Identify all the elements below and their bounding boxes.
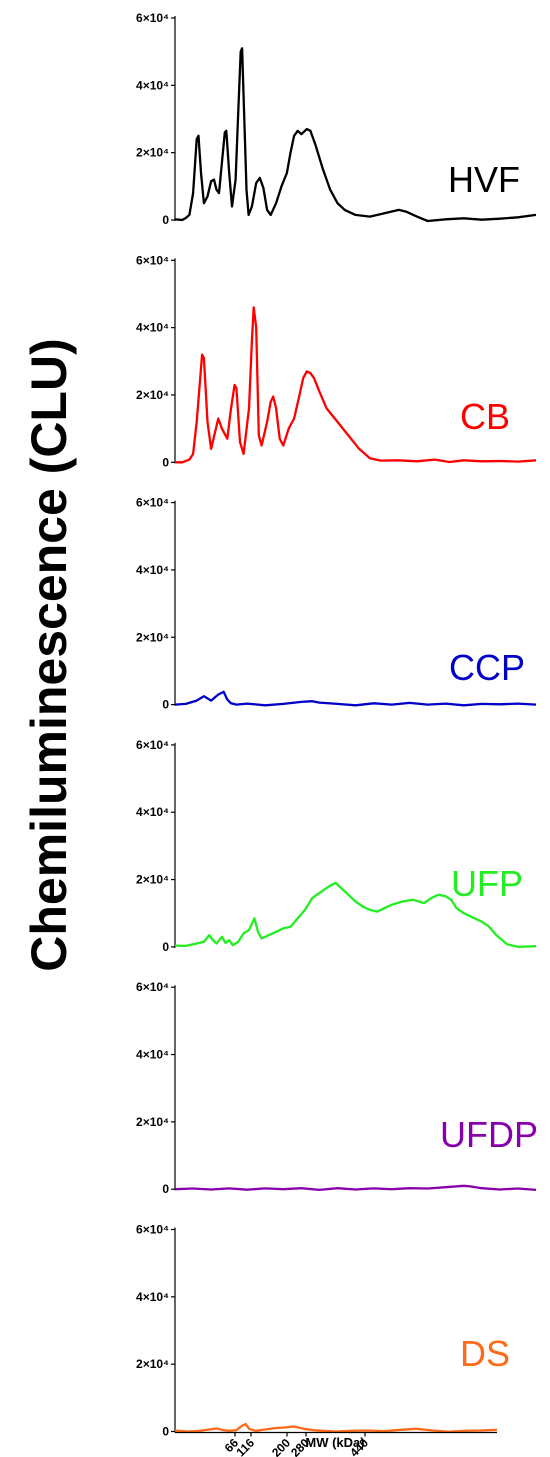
y-tick-label: 4×10⁴	[136, 321, 169, 335]
y-tick-label: 6×10⁴	[136, 11, 169, 25]
y-tick-label: 2×10⁴	[136, 388, 169, 402]
y-tick-label: 4×10⁴	[136, 563, 169, 577]
y-tick-label: 6×10⁴	[136, 980, 169, 994]
y-tick-label: 0	[162, 213, 169, 227]
y-tick-label: 0	[162, 1425, 169, 1439]
y-tick-label: 6×10⁴	[136, 738, 169, 752]
y-tick-label: 0	[162, 940, 169, 954]
series-label-cb: CB	[460, 396, 510, 437]
y-tick-label: 4×10⁴	[136, 1290, 169, 1304]
series-line-hvf	[174, 47, 537, 223]
y-tick-label: 2×10⁴	[136, 1115, 169, 1129]
panel-ccp: 0 2×10⁴ 4×10⁴ 6×10⁴ CCP	[136, 496, 537, 712]
x-axis-label: MW (kDa)	[305, 1435, 364, 1450]
y-tick-label: 4×10⁴	[136, 78, 169, 92]
y-tick-label: 0	[162, 455, 169, 469]
series-label-ds: DS	[460, 1333, 510, 1374]
panel-ufp: 0 2×10⁴ 4×10⁴ 6×10⁴ UFP	[136, 738, 537, 954]
series-line-ccp	[174, 690, 537, 707]
series-line-ufdp	[174, 1184, 537, 1192]
panel-ufdp: 0 2×10⁴ 4×10⁴ 6×10⁴ UFDP	[136, 980, 538, 1196]
series-line-ufp	[174, 881, 537, 949]
y-tick-label: 4×10⁴	[136, 1048, 169, 1062]
x-tick-label: 116	[234, 1435, 258, 1457]
series-label-ccp: CCP	[449, 647, 525, 688]
y-tick-label: 0	[162, 698, 169, 712]
y-tick-label: 2×10⁴	[136, 873, 169, 887]
x-tick-label: 200	[269, 1435, 293, 1457]
y-axis-label: Chemiluminescence (CLU)	[21, 338, 77, 971]
y-tick-label: 2×10⁴	[136, 146, 169, 160]
y-tick-label: 2×10⁴	[136, 1357, 169, 1371]
series-line-cb	[175, 306, 537, 464]
y-tick-label: 4×10⁴	[136, 805, 169, 819]
y-tick-label: 0	[162, 1182, 169, 1196]
chart-panels: 0 2×10⁴ 4×10⁴ 6×10⁴ HVF 0 2×10⁴ 4×10⁴ 6×10⁴ CB 0 2×…	[136, 11, 538, 1439]
panel-ds: 0 2×10⁴ 4×10⁴ 6×10⁴ DS	[136, 1223, 510, 1439]
y-tick-label: 2×10⁴	[136, 630, 169, 644]
panel-hvf: 0 2×10⁴ 4×10⁴ 6×10⁴ HVF	[136, 11, 537, 227]
series-label-ufdp: UFDP	[440, 1114, 538, 1155]
y-tick-label: 6×10⁴	[136, 496, 169, 510]
series-label-ufp: UFP	[451, 863, 523, 904]
series-line-ds	[174, 1422, 498, 1433]
y-tick-label: 6×10⁴	[136, 253, 169, 267]
series-label-hvf: HVF	[448, 159, 520, 200]
panel-cb: 0 2×10⁴ 4×10⁴ 6×10⁴ CB	[136, 253, 537, 469]
y-tick-label: 6×10⁴	[136, 1223, 169, 1237]
